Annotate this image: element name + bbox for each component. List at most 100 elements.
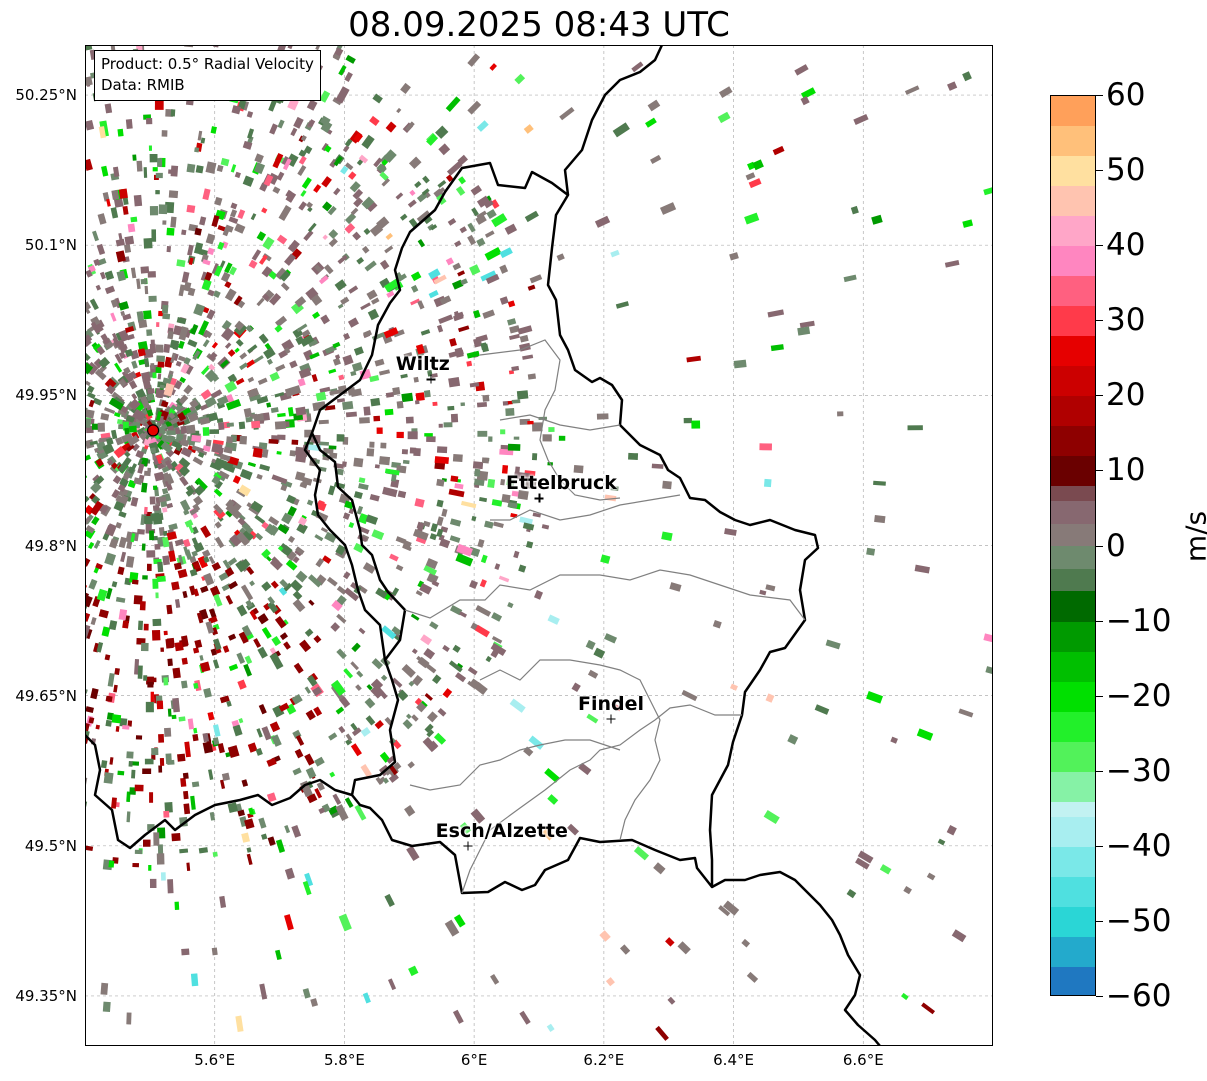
echo-gate (527, 420, 534, 425)
echo-gate (120, 1045, 128, 1046)
echo-gate (351, 362, 363, 372)
echo-gate (338, 725, 346, 734)
echo-gate (416, 702, 427, 713)
echo-gate (372, 93, 383, 104)
echo-gate (407, 431, 418, 440)
echo-gate (212, 851, 218, 857)
echo-gate (183, 790, 189, 800)
echo-gate (491, 499, 503, 507)
echo-gate (104, 270, 115, 281)
echo-gate (152, 453, 156, 460)
echo-gate (247, 344, 258, 354)
echo-gate (150, 363, 155, 370)
echo-gate (157, 361, 165, 368)
echo-gate (409, 447, 417, 454)
echo-gate (172, 697, 180, 713)
echo-gate (348, 171, 357, 180)
echo-gate (244, 655, 253, 665)
echo-gate (149, 205, 159, 216)
echo-gate (256, 728, 263, 738)
echo-gate (261, 548, 271, 559)
echo-gate (428, 268, 441, 280)
echo-gate (137, 348, 146, 357)
echo-gate (467, 234, 477, 246)
echo-gate (151, 629, 161, 641)
echo-gate (138, 359, 146, 366)
echo-gate (825, 639, 841, 650)
echo-gate (741, 938, 751, 948)
echo-gate (314, 787, 323, 799)
echo-gate (106, 459, 114, 466)
echo-gate (289, 579, 303, 593)
echo-gate (152, 578, 159, 589)
colorbar-segment (1051, 96, 1095, 127)
echo-gate (226, 422, 234, 427)
echo-gate (281, 155, 291, 166)
echo-gate (158, 496, 167, 503)
echo-gate (236, 604, 248, 617)
echo-gate (224, 288, 237, 302)
echo-gate (454, 483, 464, 490)
echo-gate (519, 334, 529, 343)
echo-gate (178, 340, 185, 349)
echo-gate (287, 407, 294, 417)
echo-gate (281, 512, 293, 525)
map-frame (85, 45, 993, 1046)
echo-gate (91, 495, 101, 505)
echo-gate (356, 256, 365, 265)
echo-gate (429, 533, 438, 541)
echo-gate (214, 196, 223, 206)
echo-gate (86, 392, 96, 400)
echo-gate (228, 633, 237, 641)
echo-gate (274, 615, 287, 629)
echo-gate (266, 792, 277, 803)
echo-gate (405, 416, 414, 424)
echo-gate (298, 155, 307, 165)
echo-gate (304, 753, 315, 766)
echo-gate (423, 648, 436, 660)
echo-gate (112, 341, 119, 349)
echo-gate (221, 320, 232, 331)
echo-gate (947, 81, 958, 91)
echo-gate (416, 192, 428, 203)
echo-gate (142, 575, 148, 580)
echo-gate (175, 427, 181, 435)
echo-gate (508, 333, 520, 341)
echo-gate (140, 514, 145, 526)
echo-gate (194, 147, 200, 153)
echo-gate (246, 847, 252, 853)
echo-gate (430, 224, 438, 231)
echo-gate (218, 571, 230, 582)
echo-gate (108, 620, 118, 631)
echo-gate (408, 156, 422, 170)
echo-gate (102, 442, 115, 455)
echo-gate (355, 684, 362, 692)
echo-gate (514, 73, 526, 85)
echo-gate (204, 330, 213, 339)
northern-border (563, 45, 664, 196)
echo-gate (164, 480, 173, 491)
echo-gate (290, 127, 298, 137)
echo-gate (499, 264, 509, 274)
echo-gate (126, 443, 135, 452)
echo-gate (202, 188, 211, 201)
colorbar-tick-label: 40 (1106, 227, 1146, 264)
echo-gate (344, 500, 354, 510)
colorbar-segment (1051, 966, 1095, 995)
colorbar-segment (1051, 276, 1095, 307)
echo-gate (122, 471, 131, 481)
echo-gate (154, 99, 164, 110)
echo-gate (195, 477, 208, 490)
echo-gate (151, 747, 159, 756)
echo-gate (85, 362, 94, 375)
echo-gate (213, 488, 223, 497)
echo-gate (267, 596, 276, 605)
echo-gate (448, 376, 461, 388)
echo-gate (136, 160, 143, 172)
echo-gate (378, 456, 391, 466)
echo-gate (85, 485, 86, 497)
echo-gate (162, 536, 170, 548)
echo-gate (253, 355, 264, 364)
echo-gate (249, 394, 262, 402)
